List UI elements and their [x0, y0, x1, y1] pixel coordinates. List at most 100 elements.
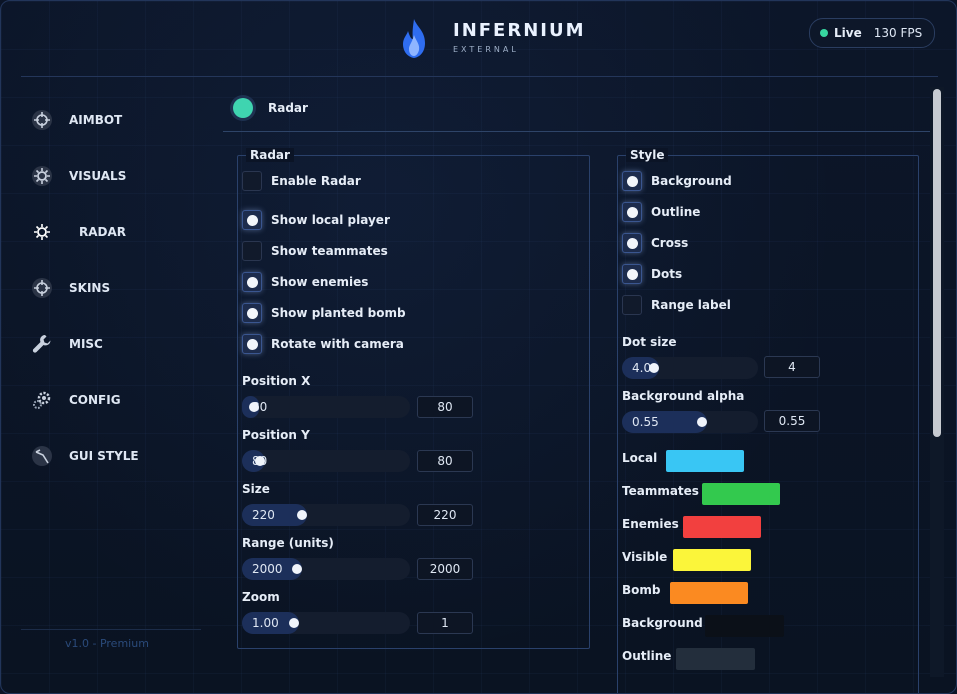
background-alpha-slider[interactable]: 0.55 — [622, 411, 758, 433]
checkbox-box[interactable] — [622, 202, 642, 222]
sidebar-divider — [21, 629, 201, 630]
live-status-badge: Live 130 FPS — [809, 18, 935, 48]
teammates-color-label: Teammates — [622, 484, 699, 498]
background-color-swatch[interactable] — [705, 615, 784, 637]
scrollbar-thumb[interactable] — [933, 89, 941, 437]
sidebar-item-label: GUI STYLE — [69, 449, 139, 463]
slider-knob[interactable] — [297, 510, 307, 520]
background-color-label: Background — [622, 616, 703, 630]
style-group: Style — [617, 148, 919, 693]
dot-size-input[interactable]: 4 — [764, 356, 820, 378]
radar-group-title: Radar — [246, 148, 294, 162]
checkbox-label: Enable Radar — [271, 174, 361, 188]
checkbox-label: Cross — [651, 236, 689, 250]
brand-subtitle: EXTERNAL — [453, 45, 519, 54]
enemies-color-swatch[interactable] — [683, 516, 761, 538]
crosshair-icon — [31, 109, 53, 131]
range-input[interactable]: 2000 — [417, 558, 473, 580]
checkbox-box[interactable] — [242, 210, 262, 230]
checkbox-label: Outline — [651, 205, 701, 219]
dot-size-slider[interactable]: 4.0 — [622, 357, 758, 379]
range-slider[interactable]: 2000 — [242, 558, 410, 580]
sidebar-item-config[interactable]: CONFIG — [31, 388, 121, 412]
slider-knob[interactable] — [697, 417, 707, 427]
size-input[interactable]: 220 — [417, 504, 473, 526]
sidebar-item-label: CONFIG — [69, 393, 121, 407]
slider-knob[interactable] — [649, 363, 659, 373]
sidebar-item-radar[interactable]: RADAR — [31, 220, 126, 244]
slider-value: 1.00 — [252, 616, 279, 630]
position-y-slider[interactable]: 80 — [242, 450, 410, 472]
checkbox-box[interactable] — [622, 233, 642, 253]
slider-knob[interactable] — [249, 402, 259, 412]
checkbox-box[interactable] — [622, 264, 642, 284]
sidebar-item-gui-style[interactable]: GUI STYLE — [31, 444, 139, 468]
checkbox-box[interactable] — [242, 334, 262, 354]
dot-size-label: Dot size — [622, 335, 677, 349]
checkbox-box[interactable] — [242, 241, 262, 261]
checkbox-label: Background — [651, 174, 732, 188]
wrench-icon — [31, 333, 53, 355]
position-y-input[interactable]: 80 — [417, 450, 473, 472]
slider-fill — [622, 411, 707, 433]
page-title: Radar — [268, 101, 308, 115]
live-label: Live — [834, 26, 862, 40]
slider-fill — [242, 612, 299, 634]
radar-page-toggle[interactable] — [233, 98, 253, 118]
visible-color-label: Visible — [622, 550, 668, 564]
show-local-player-checkbox[interactable]: Show local player — [242, 210, 390, 230]
outline-checkbox[interactable]: Outline — [622, 202, 700, 222]
brand-title: INFERNIUM — [453, 20, 586, 41]
header-divider — [21, 76, 938, 77]
visible-color-swatch[interactable] — [673, 549, 751, 571]
zoom-input[interactable]: 1 — [417, 612, 473, 634]
show-teammates-checkbox[interactable]: Show teammates — [242, 241, 388, 261]
checkbox-box[interactable] — [242, 303, 262, 323]
sidebar-item-misc[interactable]: MISC — [31, 332, 103, 356]
position-x-label: Position X — [242, 374, 311, 388]
outline-color-swatch[interactable] — [676, 648, 755, 670]
slider-fill — [242, 450, 265, 472]
cross-checkbox[interactable]: Cross — [622, 233, 688, 253]
version-label: v1.0 - Premium — [65, 637, 149, 650]
sidebar-item-label: VISUALS — [69, 169, 127, 183]
dots-checkbox[interactable]: Dots — [622, 264, 682, 284]
local-color-label: Local — [622, 451, 658, 465]
rotate-with-camera-checkbox[interactable]: Rotate with camera — [242, 334, 404, 354]
checkbox-box[interactable] — [242, 171, 262, 191]
sidebar-item-label: SKINS — [69, 281, 111, 295]
slider-knob[interactable] — [255, 456, 265, 466]
slider-fill — [622, 357, 659, 379]
show-planted-bomb-checkbox[interactable]: Show planted bomb — [242, 303, 406, 323]
fps-counter: 130 FPS — [873, 26, 923, 40]
checkbox-label: Show local player — [271, 213, 390, 227]
zoom-slider[interactable]: 1.00 — [242, 612, 410, 634]
sidebar-item-skins[interactable]: SKINS — [31, 276, 110, 300]
slider-knob[interactable] — [289, 618, 299, 628]
slider-value: 0.55 — [632, 415, 659, 429]
bomb-color-swatch[interactable] — [670, 582, 748, 604]
enable-radar-checkbox[interactable]: Enable Radar — [242, 171, 361, 191]
sidebar-item-aimbot[interactable]: AIMBOT — [31, 108, 122, 132]
local-color-swatch[interactable] — [666, 450, 744, 472]
background-checkbox[interactable]: Background — [622, 171, 732, 191]
slider-knob[interactable] — [292, 564, 302, 574]
sidebar-item-visuals[interactable]: VISUALS — [31, 164, 126, 188]
gears-icon — [31, 389, 53, 411]
slider-fill — [242, 504, 307, 526]
range-label-checkbox[interactable]: Range label — [622, 295, 731, 315]
size-slider[interactable]: 220 — [242, 504, 410, 526]
position-y-label: Position Y — [242, 428, 310, 442]
range-label: Range (units) — [242, 536, 334, 550]
slider-fill — [242, 558, 302, 580]
checkbox-box[interactable] — [622, 295, 642, 315]
checkbox-box[interactable] — [622, 171, 642, 191]
teammates-color-swatch[interactable] — [702, 483, 780, 505]
slider-value: 220 — [252, 508, 275, 522]
sidebar-item-label: AIMBOT — [69, 113, 123, 127]
show-enemies-checkbox[interactable]: Show enemies — [242, 272, 368, 292]
position-x-slider[interactable]: 80 — [242, 396, 410, 418]
background-alpha-input[interactable]: 0.55 — [764, 410, 820, 432]
checkbox-box[interactable] — [242, 272, 262, 292]
position-x-input[interactable]: 80 — [417, 396, 473, 418]
